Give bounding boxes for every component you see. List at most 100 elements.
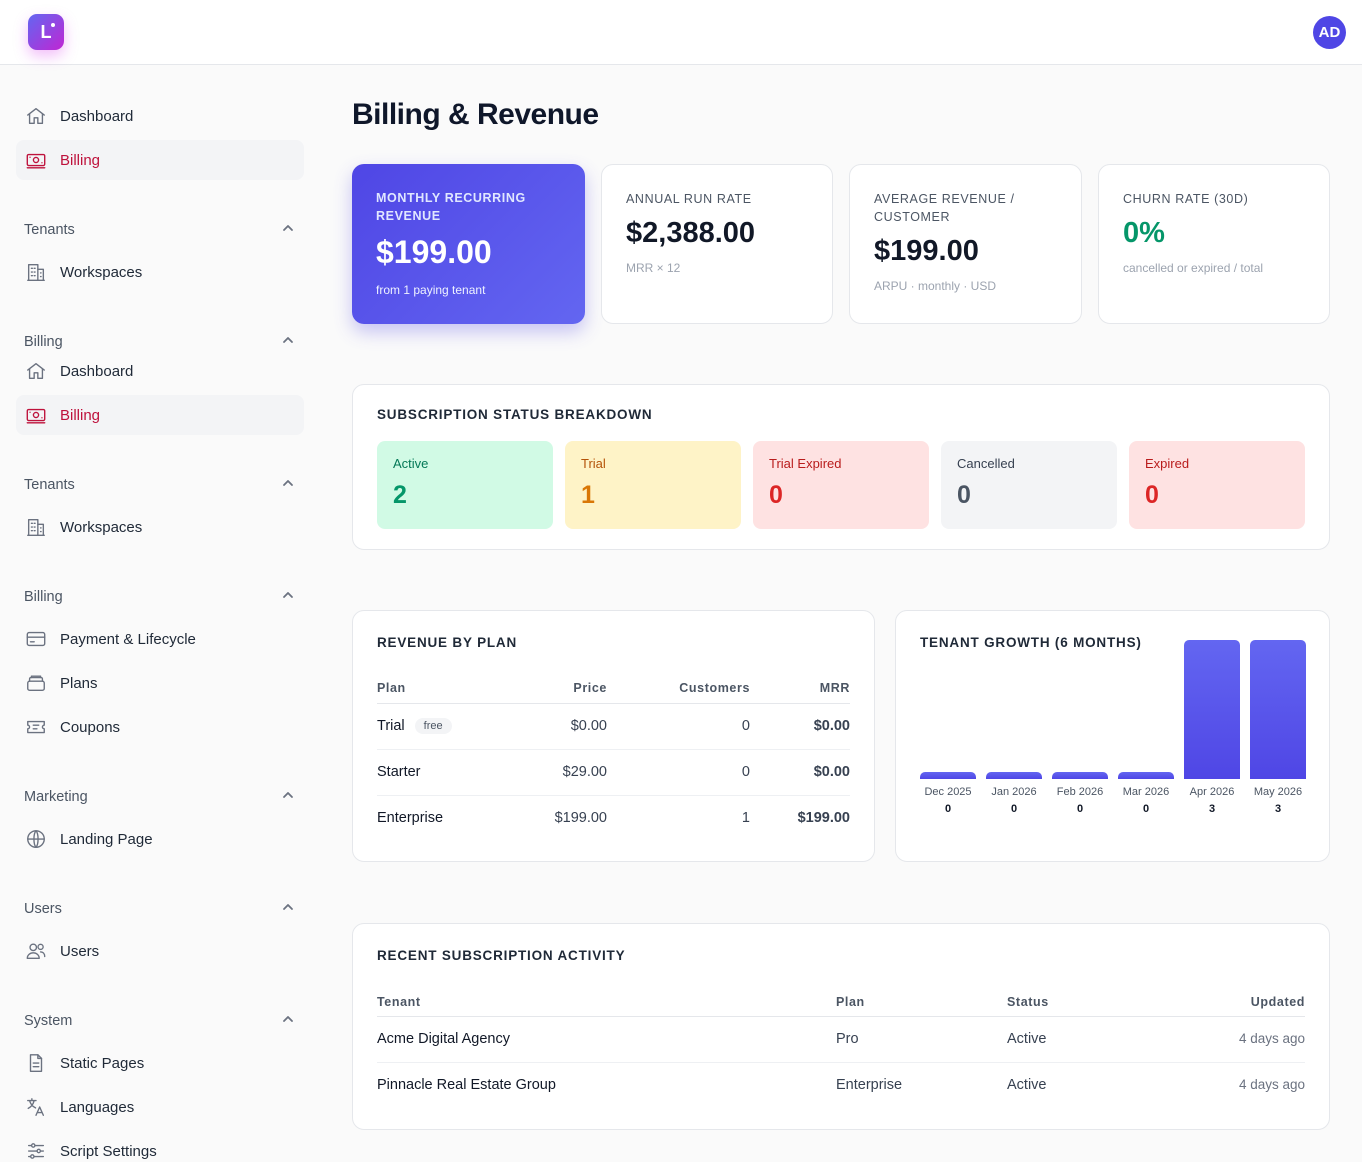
table-row[interactable]: Pinnacle Real Estate Group Enterprise Acti… bbox=[377, 1062, 1305, 1108]
table-row: Enterprise $199.00 1 $199.00 bbox=[377, 795, 850, 841]
chart-bar[interactable] bbox=[1250, 640, 1306, 779]
sidebar-item-billing[interactable]: Billing bbox=[16, 395, 304, 435]
sidebar-section-billing[interactable]: Billing bbox=[24, 331, 294, 353]
sidebar-section-label: Tenants bbox=[24, 477, 75, 493]
column-header: Status bbox=[1007, 988, 1157, 1017]
status-count: 0 bbox=[957, 481, 971, 509]
column-header: Tenant bbox=[377, 988, 836, 1017]
chart-bar[interactable] bbox=[1118, 772, 1174, 779]
status-count: 2 bbox=[393, 481, 407, 509]
table-row: Starter $29.00 0 $0.00 bbox=[377, 749, 850, 796]
sidebar-section-system[interactable]: System bbox=[24, 1010, 294, 1032]
sidebar-item-dashboard[interactable]: Dashboard bbox=[16, 96, 304, 136]
price-cell: $0.00 bbox=[527, 703, 607, 750]
status-tile-cancelled: Cancelled 0 bbox=[941, 441, 1117, 529]
kpi-card-arr: Annual Run Rate $2,388.00 MRR × 12 bbox=[601, 164, 833, 324]
sidebar-item-users[interactable]: Users bbox=[16, 931, 304, 971]
mrr-cell: $0.00 bbox=[750, 703, 850, 750]
status-cell: Active bbox=[1007, 1077, 1047, 1094]
sidebar-item-label: Static Pages bbox=[60, 1054, 145, 1072]
chevron-up-icon bbox=[282, 333, 294, 351]
table-header-row: Plan Price Customers MRR bbox=[377, 673, 850, 704]
sidebar-item-plans[interactable]: Plans bbox=[16, 663, 304, 703]
sidebar-item-workspaces[interactable]: Workspaces bbox=[16, 507, 304, 547]
kpi-value: 0% bbox=[1123, 217, 1165, 249]
sidebar-section-users[interactable]: Users bbox=[24, 898, 294, 920]
sidebar-section-billing[interactable]: Billing bbox=[24, 586, 294, 608]
sidebar-item-dashboard[interactable]: Dashboard bbox=[16, 351, 304, 391]
mrr-cell: $0.00 bbox=[750, 749, 850, 796]
kpi-label: Churn Rate (30D) bbox=[1123, 192, 1249, 206]
sidebar-item-billing[interactable]: Billing bbox=[16, 140, 304, 180]
column-header: Plan bbox=[836, 988, 1007, 1017]
top-bar: L AD bbox=[0, 0, 1362, 65]
sidebar-section-tenants[interactable]: Tenants bbox=[24, 219, 294, 241]
sidebar-item-label: Users bbox=[60, 942, 100, 960]
sidebar-section-label: Users bbox=[24, 901, 62, 917]
column-header: Customers bbox=[607, 673, 750, 704]
column-header: Updated bbox=[1157, 988, 1305, 1017]
sidebar-item-label: Dashboard bbox=[60, 362, 134, 380]
sidebar-item-label: Billing bbox=[60, 151, 101, 169]
kpi-card-churn: Churn Rate (30D) 0% cancelled or expired… bbox=[1098, 164, 1330, 324]
plan-cell: Pro bbox=[836, 1016, 1007, 1063]
sidebar-item-label: Languages bbox=[60, 1098, 135, 1116]
chart-value-label: 0 bbox=[944, 803, 952, 815]
sidebar-section-marketing[interactable]: Marketing bbox=[24, 786, 294, 808]
status-count: 1 bbox=[581, 481, 595, 509]
chart-category-label: May 2026 bbox=[1253, 786, 1303, 798]
sidebar-section-label: System bbox=[24, 1013, 73, 1029]
column-header: Price bbox=[527, 673, 607, 704]
sidebar-item-script-settings[interactable]: Script Settings bbox=[16, 1131, 304, 1162]
sidebar-item-label: Script Settings bbox=[60, 1142, 157, 1160]
sidebar-item-coupons[interactable]: Coupons bbox=[16, 707, 304, 747]
sidebar-item-label: Workspaces bbox=[60, 263, 143, 281]
logo-letter: L bbox=[40, 21, 52, 42]
status-tile-active: Active 2 bbox=[377, 441, 553, 529]
banknote-icon bbox=[24, 403, 48, 427]
sidebar-item-landing-page[interactable]: Landing Page bbox=[16, 819, 304, 859]
sidebar-item-workspaces[interactable]: Workspaces bbox=[16, 252, 304, 292]
home-icon bbox=[24, 104, 48, 128]
stack-icon bbox=[24, 671, 48, 695]
revenue-by-plan-table: Plan Price Customers MRR Trial free $0.00 0… bbox=[377, 673, 850, 841]
kpi-value: $199.00 bbox=[376, 234, 492, 270]
kpi-card-mrr: Monthly Recurring Revenue $199.00 from 1… bbox=[352, 164, 585, 324]
sidebar-item-payment-lifecycle[interactable]: Payment & Lifecycle bbox=[16, 619, 304, 659]
building-icon bbox=[24, 260, 48, 284]
tenant-cell: Acme Digital Agency bbox=[377, 1016, 836, 1063]
sidebar-item-languages[interactable]: Languages bbox=[16, 1087, 304, 1127]
status-cell: Active bbox=[1007, 1016, 1157, 1063]
table-row[interactable]: Acme Digital Agency Pro Active 4 days ago bbox=[377, 1016, 1305, 1063]
table-header-row: Tenant Plan Status Updated bbox=[377, 988, 1305, 1017]
chart-category-label: Jan 2026 bbox=[991, 786, 1037, 798]
sidebar-item-label: Coupons bbox=[60, 718, 121, 736]
price-cell: $29.00 bbox=[527, 749, 607, 796]
chart-bar[interactable] bbox=[1184, 640, 1240, 779]
column-header: MRR bbox=[750, 673, 850, 704]
home-icon bbox=[24, 359, 48, 383]
chart-category-label: Dec 2025 bbox=[924, 786, 972, 798]
recent-activity-card: Recent Subscription Activity Tenant Plan… bbox=[352, 923, 1330, 1130]
plan-cell: Enterprise bbox=[377, 795, 527, 841]
sidebar-section-tenants[interactable]: Tenants bbox=[24, 474, 294, 496]
chart-bar[interactable] bbox=[1052, 772, 1108, 779]
chevron-up-icon bbox=[282, 221, 294, 239]
chart-bar[interactable] bbox=[920, 772, 976, 779]
credit-card-icon bbox=[24, 627, 48, 651]
status-count: 0 bbox=[769, 481, 783, 509]
recent-activity-table: Tenant Plan Status Updated Acme Digital … bbox=[377, 988, 1305, 1108]
chart-value-label: 3 bbox=[1274, 803, 1282, 815]
app-logo[interactable]: L bbox=[28, 14, 64, 50]
status-tile-trial: Trial 1 bbox=[565, 441, 741, 529]
status-count: 0 bbox=[1145, 481, 1159, 509]
sidebar-section-label: Billing bbox=[24, 589, 63, 605]
sidebar-item-static-pages[interactable]: Static Pages bbox=[16, 1043, 304, 1083]
user-avatar[interactable]: AD bbox=[1313, 16, 1346, 49]
chart-bar[interactable] bbox=[986, 772, 1042, 779]
chart-category-label: Mar 2026 bbox=[1122, 786, 1170, 798]
status-tile-expired: Expired 0 bbox=[1129, 441, 1305, 529]
chevron-up-icon bbox=[282, 900, 294, 918]
chart-category-label: Feb 2026 bbox=[1056, 786, 1104, 798]
sidebar-item-label: Billing bbox=[60, 406, 101, 424]
